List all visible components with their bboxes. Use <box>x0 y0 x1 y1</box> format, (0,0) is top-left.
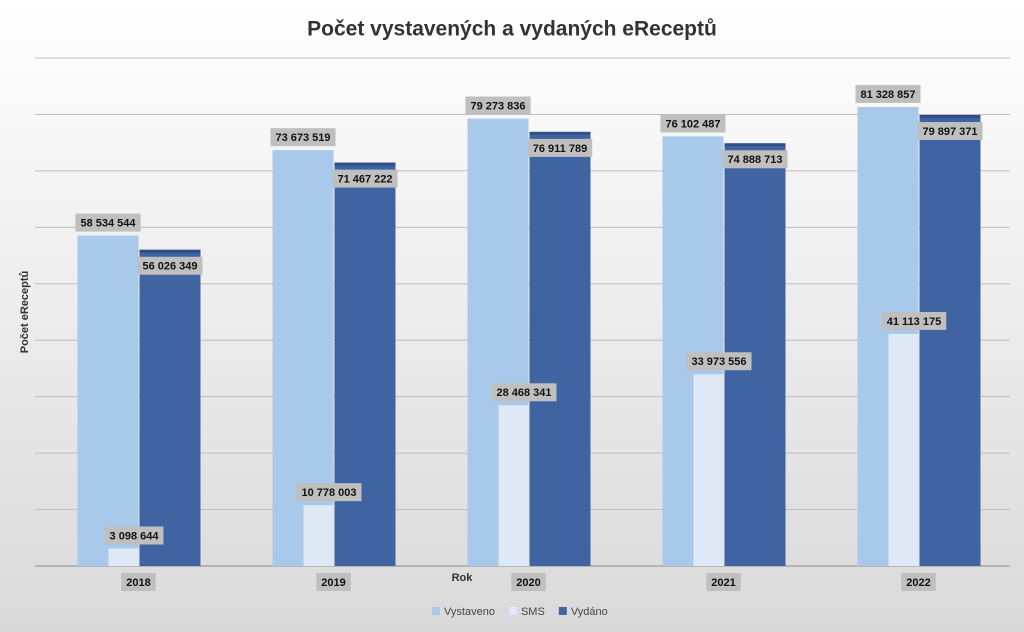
legend-marker <box>432 607 440 615</box>
x-tick-label-group: 2020 <box>511 573 546 591</box>
bar <box>303 505 335 566</box>
data-label-group: 33 973 556 <box>686 352 752 371</box>
data-label-box <box>660 114 726 133</box>
data-label-group: 81 328 857 <box>855 84 921 103</box>
legend-label: Vystaveno <box>444 606 495 618</box>
data-label-group: 56 026 349 <box>137 256 203 275</box>
x-tick-label-group: 2022 <box>901 573 936 591</box>
data-label-box <box>527 138 593 157</box>
legend-label: Vydáno <box>571 606 608 618</box>
data-label: 28 468 341 <box>496 387 551 399</box>
bar <box>919 115 981 566</box>
data-label-box <box>137 256 203 275</box>
data-label-group: 71 467 222 <box>332 169 398 188</box>
data-label-box <box>686 352 752 371</box>
data-label-box <box>465 96 531 115</box>
bar <box>272 150 334 566</box>
data-label: 56 026 349 <box>142 261 197 273</box>
data-label-group: 73 673 519 <box>270 128 336 147</box>
data-label: 74 888 713 <box>727 154 782 166</box>
legend-marker <box>558 607 567 615</box>
data-label: 71 467 222 <box>337 174 392 186</box>
data-label-box <box>917 122 983 141</box>
bar <box>334 162 396 566</box>
bar <box>693 374 725 566</box>
bar <box>888 333 920 566</box>
data-label-box <box>491 383 557 402</box>
data-label-group: 76 911 789 <box>527 138 593 157</box>
x-tick-label-box <box>901 573 936 591</box>
data-label-group: 28 468 341 <box>491 383 557 402</box>
data-label-group: 10 778 003 <box>296 483 362 502</box>
data-label-box <box>332 169 398 188</box>
data-label: 76 911 789 <box>533 143 587 155</box>
data-label: 76 102 487 <box>665 118 720 130</box>
data-label: 73 673 519 <box>275 132 330 144</box>
x-tick-label: 2019 <box>321 577 345 589</box>
data-label-group: 58 534 544 <box>75 213 141 232</box>
bar <box>529 131 591 567</box>
x-tick-label-box <box>511 573 546 591</box>
x-tick-label-box <box>316 573 351 591</box>
legend-marker <box>508 607 517 615</box>
data-label: 79 273 836 <box>470 100 525 112</box>
bar <box>498 405 530 566</box>
data-label-group: 74 888 713 <box>722 150 788 169</box>
x-tick-label-group: 2021 <box>706 573 741 591</box>
data-label-group: 76 102 487 <box>660 114 726 133</box>
bar-cap <box>334 162 396 166</box>
bar <box>139 249 201 566</box>
bar-cap <box>139 249 201 253</box>
bar-cap <box>529 131 591 135</box>
data-label-box <box>855 84 921 103</box>
data-label: 41 113 175 <box>887 316 941 328</box>
x-tick-label: 2021 <box>711 577 735 589</box>
bar-cap <box>919 115 981 119</box>
bar <box>77 235 139 566</box>
data-label: 58 534 544 <box>80 218 136 230</box>
bar-cap <box>724 143 786 147</box>
data-label-group: 79 273 836 <box>465 96 531 115</box>
x-tick-label: 2022 <box>906 577 930 589</box>
legend-label: SMS <box>521 606 545 618</box>
bar <box>108 548 140 566</box>
data-label-box <box>270 128 336 147</box>
data-label: 3 098 644 <box>110 530 160 542</box>
x-tick-label-box <box>121 573 156 591</box>
data-label-box <box>722 150 788 169</box>
data-label-group: 41 113 175 <box>881 311 947 330</box>
data-label: 33 973 556 <box>691 356 746 368</box>
x-tick-label: 2020 <box>516 577 540 589</box>
x-axis-title: Rok <box>452 572 474 584</box>
data-label-box <box>881 311 947 330</box>
data-label-group: 79 897 371 <box>917 122 983 141</box>
x-tick-label-group: 2018 <box>121 573 156 591</box>
x-tick-label: 2018 <box>126 577 150 589</box>
data-label-box <box>296 483 362 502</box>
data-label: 10 778 003 <box>301 487 356 499</box>
data-label: 79 897 371 <box>922 126 977 138</box>
data-label-box <box>75 213 141 232</box>
chart-title: Počet vystavených a vydaných eReceptů <box>307 18 717 41</box>
x-tick-label-box <box>706 573 741 591</box>
x-tick-label-group: 2019 <box>316 573 351 591</box>
data-label-group: 3 098 644 <box>104 526 164 545</box>
data-label-box <box>104 526 164 545</box>
y-axis-title: Počet eReceptů <box>19 271 31 354</box>
data-label: 81 328 857 <box>860 89 915 101</box>
